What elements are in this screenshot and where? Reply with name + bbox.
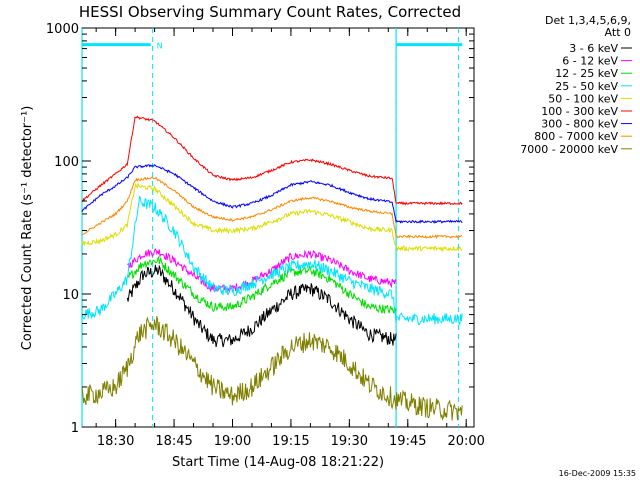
x-axis-label: Start Time (14-Aug-08 18:21:22) [172, 455, 384, 470]
legend-label: 12 - 25 keV [555, 67, 618, 80]
series-line [81, 115, 463, 206]
series-line [81, 316, 463, 422]
legend-label: 7000 - 20000 keV [520, 143, 618, 156]
legend-label: 25 - 50 keV [555, 80, 618, 93]
footer-date: 16-Dec-2009 15:35 [559, 469, 636, 478]
y-tick-label: 10 [62, 288, 79, 303]
series-line [127, 248, 397, 293]
y-tick-label: 1 [71, 421, 79, 436]
legend-label: 300 - 800 keV [541, 118, 618, 131]
series-line [126, 256, 397, 314]
series-line [81, 182, 463, 253]
marker-layer: N [81, 28, 463, 427]
y-axis-label: Corrected Count Rate (s⁻¹ detector⁻¹) [20, 106, 35, 351]
x-tick-label: 18:30 [97, 434, 134, 449]
x-tick-label: 19:45 [389, 434, 426, 449]
x-tick-label: 20:00 [447, 434, 484, 449]
legend-label: 50 - 100 keV [548, 92, 618, 105]
legend-label: 6 - 12 keV [562, 55, 618, 68]
series-line [81, 164, 463, 224]
x-tick-label: 18:45 [155, 434, 192, 449]
series-line [81, 195, 463, 327]
x-tick-label: 19:00 [214, 434, 251, 449]
chart-title: HESSI Observing Summary Count Rates, Cor… [79, 3, 461, 21]
y-tick-label: 100 [54, 155, 79, 170]
x-tick-label: 19:15 [272, 434, 309, 449]
axes-layer: 1 10 100 1000 18:30 18:45 19:00 19:15 19:30 19:45… [46, 22, 485, 449]
series-line [126, 264, 397, 348]
series-line [81, 176, 463, 240]
x-tick-label: 19:30 [331, 434, 368, 449]
y-tick-label: 1000 [46, 22, 79, 37]
night-label: N [157, 42, 163, 51]
plot-frame [81, 27, 475, 428]
legend-title: Det 1,3,4,5,6,9, [545, 14, 631, 27]
legend-title: Att 0 [605, 26, 631, 39]
legend-label: 100 - 300 keV [541, 105, 618, 118]
legend-label: 3 - 6 keV [569, 42, 618, 55]
series-layer [81, 115, 463, 422]
legend-label: 800 - 7000 keV [534, 130, 618, 143]
